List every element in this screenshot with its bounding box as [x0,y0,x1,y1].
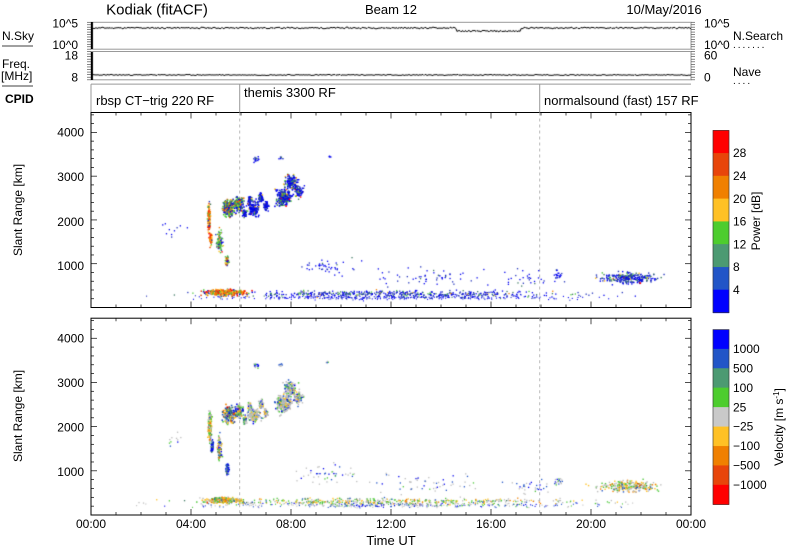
svg-text:4: 4 [733,283,740,297]
svg-text:20:00: 20:00 [576,517,606,531]
svg-text:Beam 12: Beam 12 [365,2,417,17]
svg-text:16:00: 16:00 [476,517,506,531]
svg-text:Slant Range [km]: Slant Range [km] [11,370,25,462]
svg-text:Power [dB]: Power [dB] [749,192,763,251]
svg-text:1000: 1000 [57,259,84,273]
svg-text:00:00: 00:00 [76,517,106,531]
svg-text:24: 24 [733,169,747,183]
svg-text:....: .... [733,76,752,87]
svg-text:10^5: 10^5 [704,17,730,31]
svg-text:−100: −100 [733,439,760,453]
svg-text:−25: −25 [733,420,754,434]
svg-text:CPID: CPID [5,92,34,106]
svg-text:12: 12 [733,237,747,251]
svg-text:Time UT: Time UT [366,533,415,548]
svg-text:0: 0 [704,71,711,85]
svg-text:60: 60 [704,49,718,63]
svg-text:28: 28 [733,146,747,160]
svg-text:Slant Range [km]: Slant Range [km] [11,164,25,256]
svg-text:3000: 3000 [57,170,84,184]
svg-text:Velocity [m s-1]: Velocity [m s-1] [772,388,787,466]
svg-text:8: 8 [71,71,78,85]
svg-text:3000: 3000 [57,376,84,390]
svg-text:2000: 2000 [57,421,84,435]
svg-text:00:00: 00:00 [676,517,706,531]
svg-text:08:00: 08:00 [276,517,306,531]
svg-text:18: 18 [65,49,79,63]
svg-text:8: 8 [733,260,740,274]
svg-text:500: 500 [733,361,753,375]
svg-text:100: 100 [733,381,753,395]
svg-text:2000: 2000 [57,215,84,229]
svg-text:normalsound (fast) 157 RF: normalsound (fast) 157 RF [544,93,699,108]
svg-text:−500: −500 [733,459,760,473]
svg-text:16: 16 [733,215,747,229]
svg-text:10/May/2016: 10/May/2016 [626,2,701,17]
svg-text:.......: ....... [733,40,766,51]
svg-text:12:00: 12:00 [376,517,406,531]
svg-text:themis 3300 RF: themis 3300 RF [244,85,336,100]
svg-text:rbsp CT−trig 220 RF: rbsp CT−trig 220 RF [96,93,214,108]
svg-text:20: 20 [733,192,747,206]
svg-text:04:00: 04:00 [176,517,206,531]
svg-text:N.Sky: N.Sky [2,29,34,43]
svg-text:25: 25 [733,400,747,414]
svg-text:Kodiak (fitACF): Kodiak (fitACF) [106,2,208,19]
svg-text:−1000: −1000 [733,478,767,492]
svg-text:4000: 4000 [57,126,84,140]
svg-text:[MHz]: [MHz] [1,69,32,83]
svg-text:10^5: 10^5 [52,17,78,31]
svg-text:1000: 1000 [733,342,760,356]
svg-text:1000: 1000 [57,465,84,479]
svg-text:4000: 4000 [57,331,84,345]
